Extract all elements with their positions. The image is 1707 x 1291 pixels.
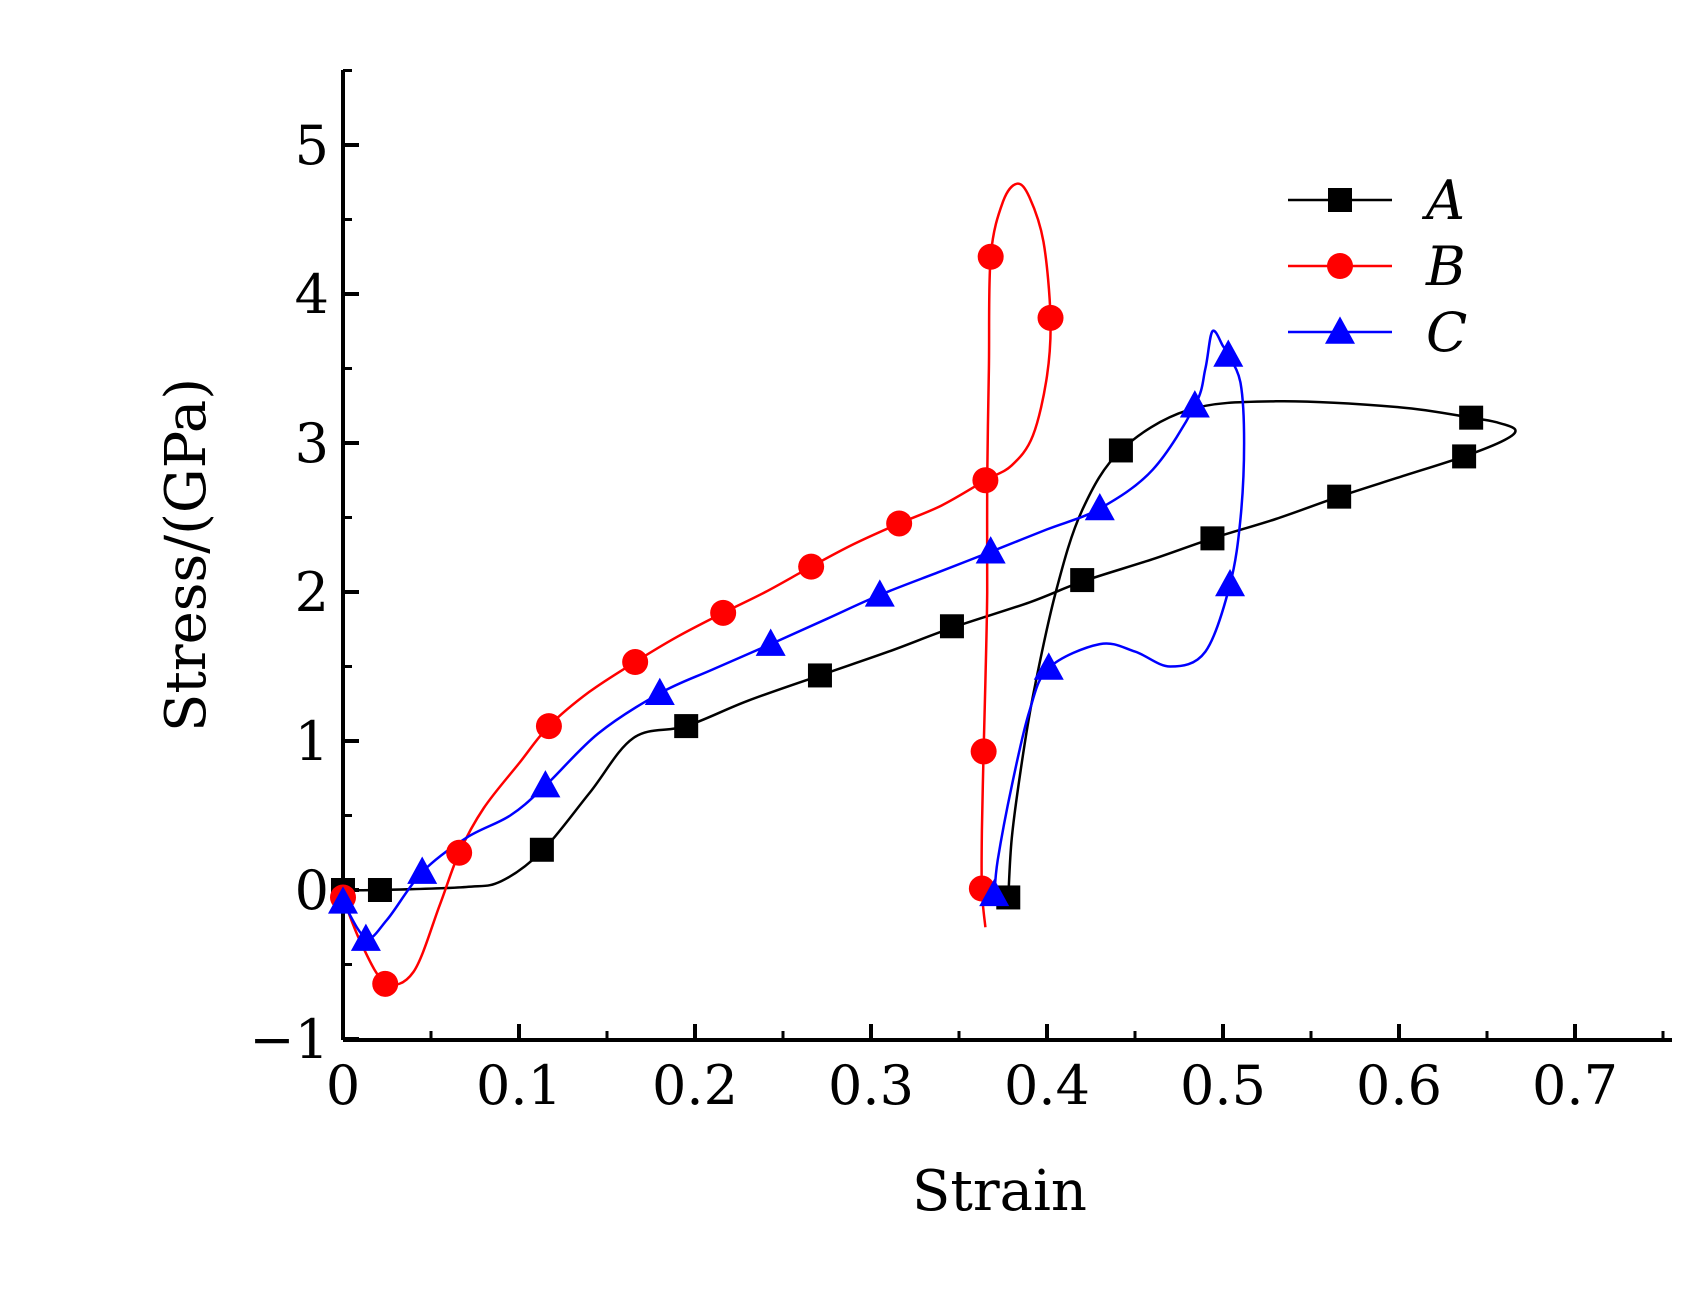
x-tick-label: 0.2 — [652, 1054, 738, 1117]
series-marker-c — [1179, 390, 1210, 418]
series-marker-a — [807, 663, 832, 688]
series-line-a — [342, 400, 1517, 898]
legend-label-c: C — [1426, 301, 1467, 364]
y-tick-label: 5 — [295, 114, 329, 177]
y-tick-label: 1 — [295, 710, 329, 773]
series-marker-c — [350, 923, 381, 951]
legend-label-b: B — [1425, 235, 1466, 298]
series-marker-b — [446, 839, 473, 866]
series-marker-b — [1037, 304, 1064, 331]
series-marker-b — [622, 649, 649, 676]
series-marker-c — [864, 579, 895, 607]
x-tick-label: 0.7 — [1532, 1054, 1618, 1117]
series-marker-a — [1070, 568, 1095, 593]
series-marker-a — [1452, 444, 1477, 469]
series-marker-b — [535, 713, 562, 740]
y-axis-title: Stress/(GPa) — [154, 378, 219, 732]
series-marker-b — [710, 599, 737, 626]
legend: ABC — [1288, 169, 1467, 364]
series-marker-a — [1327, 484, 1352, 509]
legend-marker-a — [1328, 188, 1352, 212]
x-tick-label: 0.3 — [828, 1054, 914, 1117]
series-marker-c — [1215, 568, 1246, 597]
series-lines — [341, 182, 1517, 986]
series-marker-b — [977, 243, 1004, 270]
legend-label-a: A — [1421, 169, 1465, 232]
series-line-b — [341, 182, 1052, 986]
series-marker-c — [644, 677, 675, 706]
series-marker-a — [939, 614, 964, 639]
series-marker-b — [372, 970, 399, 997]
series-marker-c — [328, 886, 358, 914]
series-marker-a — [1108, 438, 1133, 463]
series-marker-c — [407, 856, 438, 884]
series-marker-c — [975, 536, 1006, 564]
y-tick-label: 3 — [295, 412, 329, 475]
series-marker-c — [530, 770, 561, 798]
series-marker-c — [755, 628, 786, 656]
x-tick-label: 0.5 — [1180, 1054, 1266, 1117]
series-marker-a — [1459, 405, 1484, 430]
legend-marker-c — [1325, 316, 1355, 344]
x-tick-label: 0.1 — [476, 1054, 562, 1117]
series-marker-c — [1084, 492, 1115, 521]
series-marker-b — [798, 553, 825, 580]
x-tick-label: 0.4 — [1004, 1054, 1090, 1117]
x-tick-label: 0.6 — [1356, 1054, 1442, 1117]
series-marker-a — [1200, 526, 1225, 551]
series-marker-c — [1033, 652, 1064, 680]
series-line-c — [341, 329, 1246, 940]
series-marker-c — [979, 878, 1010, 907]
y-tick-label: 2 — [295, 561, 329, 624]
series-marker-b — [972, 467, 999, 494]
x-tick-label: 0 — [326, 1054, 360, 1117]
series-marker-a — [367, 878, 392, 902]
series-marker-a — [529, 837, 554, 862]
x-axis-title: Strain — [912, 1159, 1087, 1224]
series-marker-a — [674, 714, 699, 739]
series-marker-c — [1213, 339, 1244, 367]
y-tick-label: 4 — [295, 263, 329, 326]
series-marker-b — [970, 738, 997, 765]
series-marker-b — [886, 510, 913, 537]
series-markers — [328, 243, 1484, 997]
y-tick-label: 0 — [295, 859, 329, 922]
legend-marker-b — [1327, 253, 1353, 279]
y-tick-label: −1 — [249, 1008, 329, 1071]
